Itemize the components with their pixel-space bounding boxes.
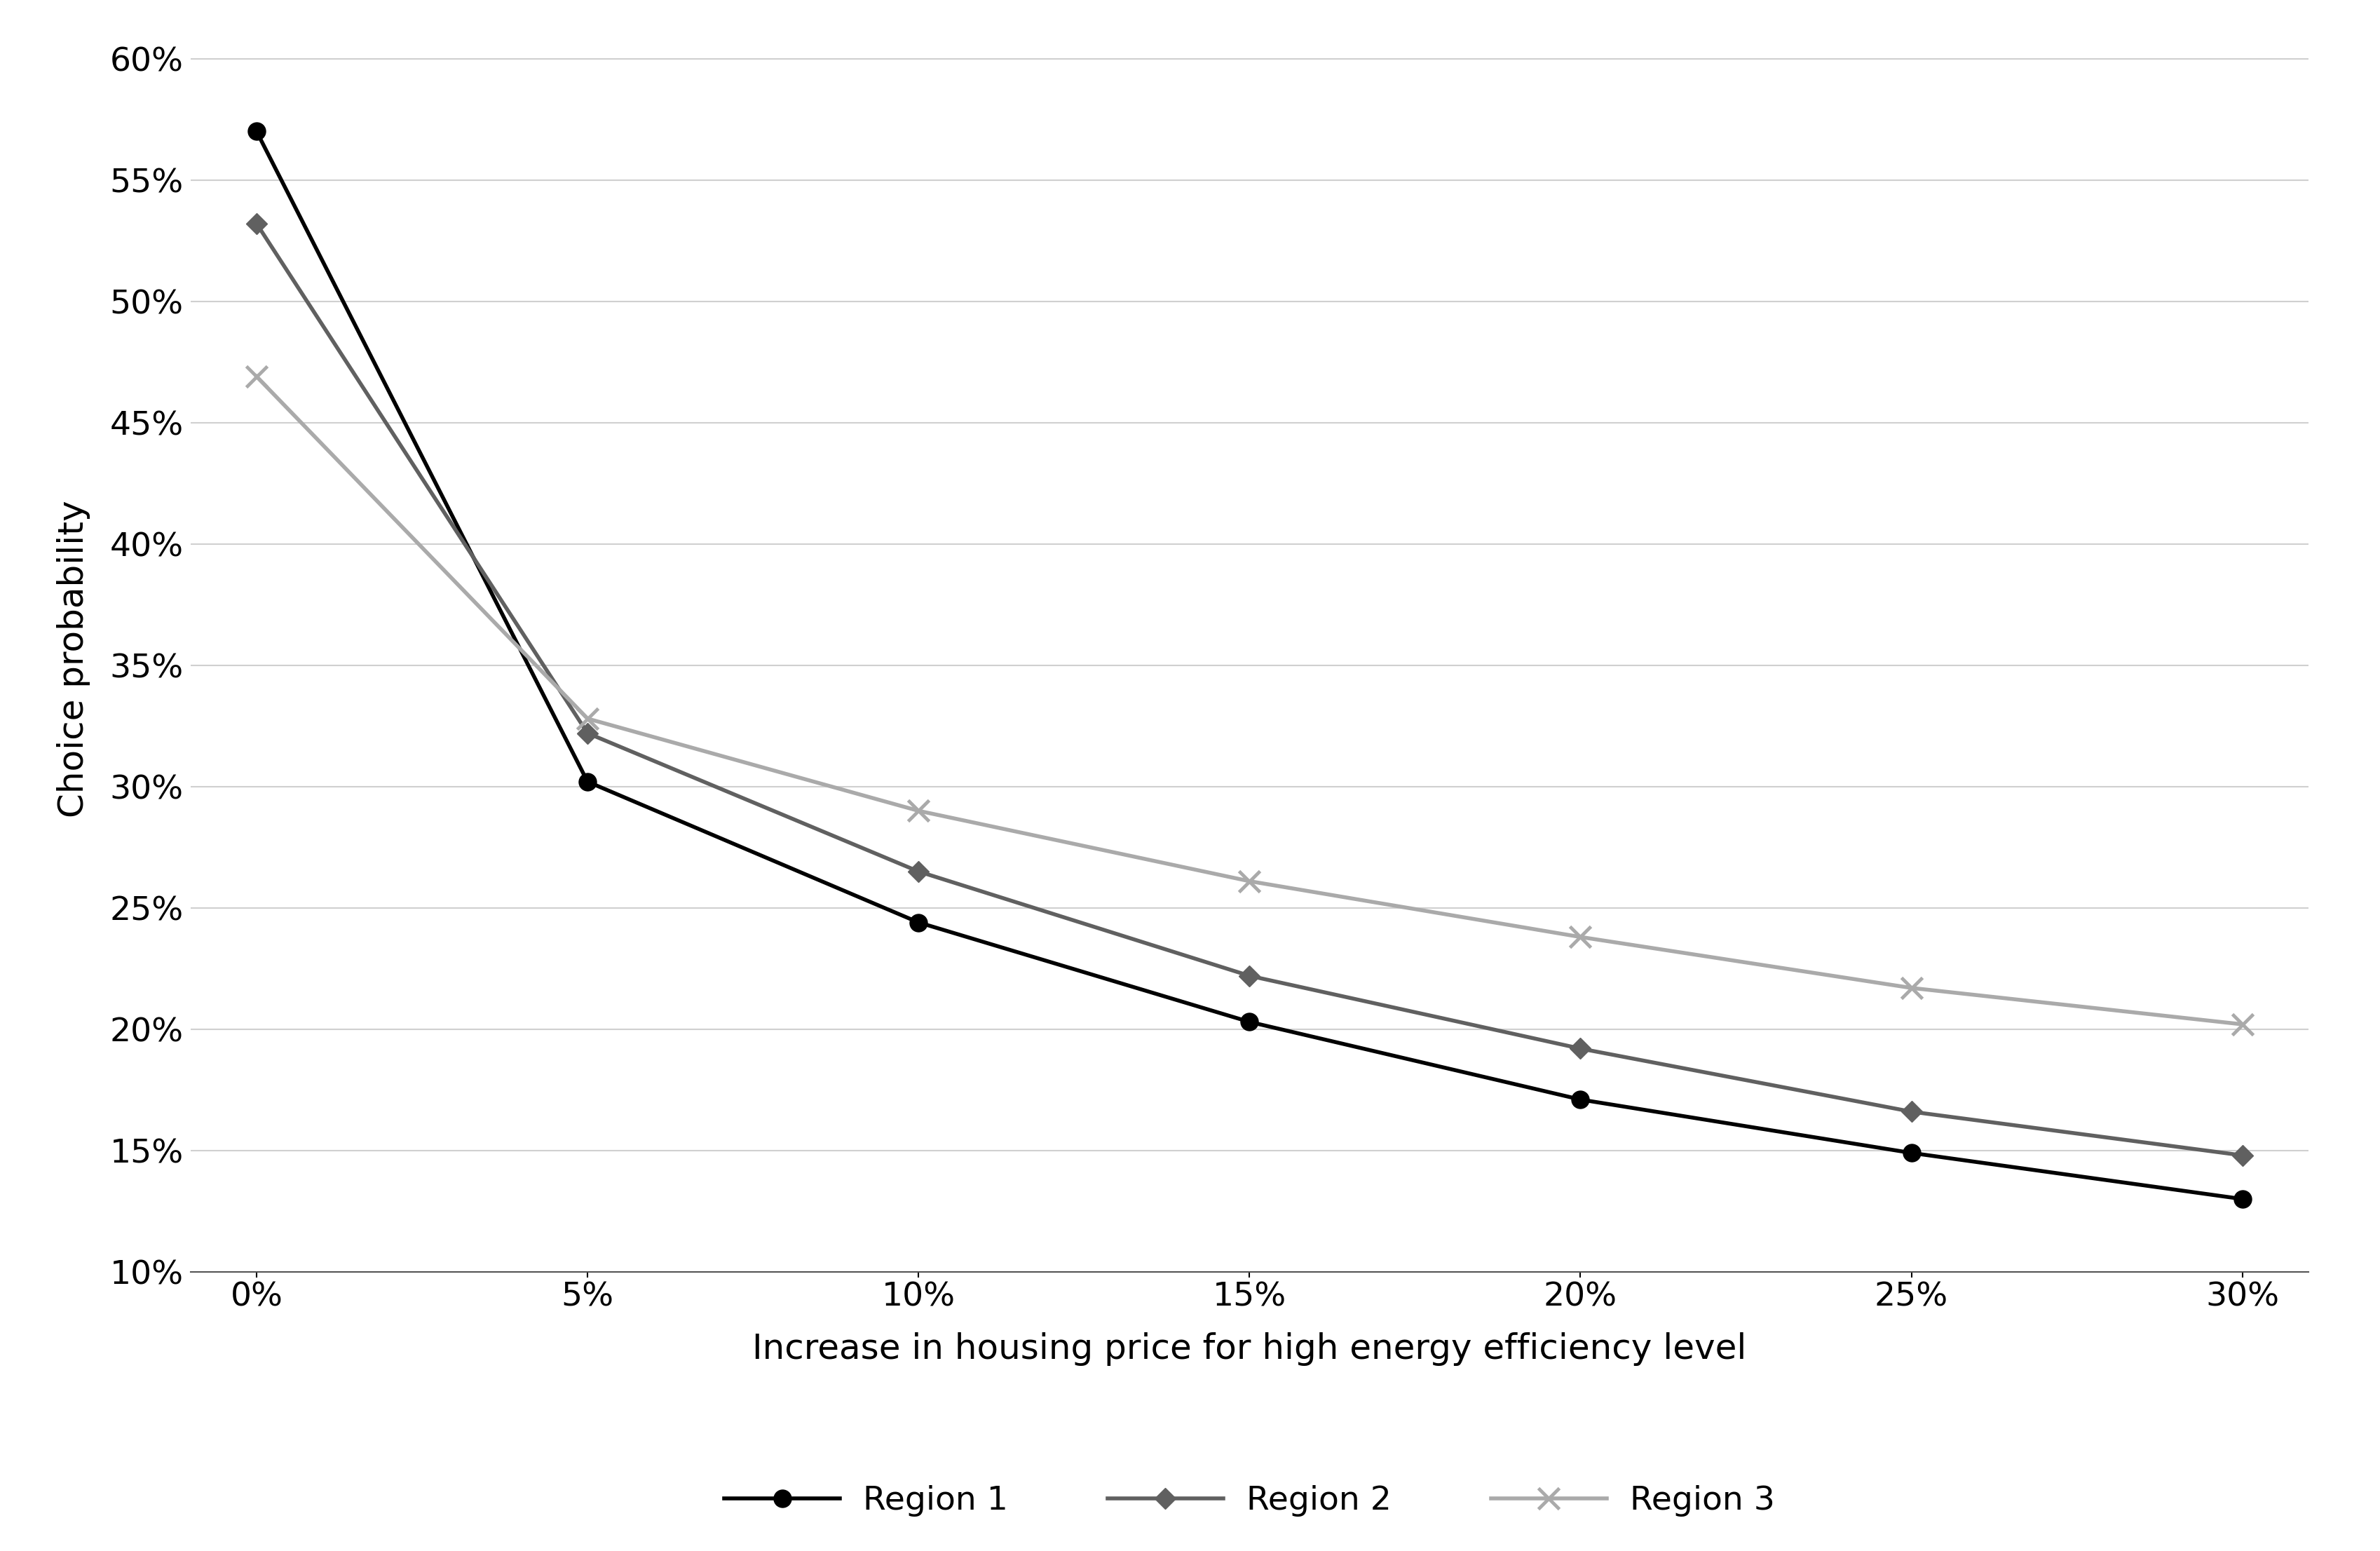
- Region 2: [1566, 1039, 1595, 1058]
- Region 3: [1566, 927, 1595, 946]
- Region 3: [574, 709, 602, 727]
- Region 3: [1235, 872, 1264, 890]
- Region 1: [574, 772, 602, 791]
- Region 1: [904, 914, 933, 932]
- Region 2: [1235, 966, 1264, 985]
- Region 1: [1235, 1013, 1264, 1031]
- Region 2: [1897, 1103, 1925, 1121]
- Region 2: [904, 862, 933, 881]
- Line: Region 1: Region 1: [248, 123, 2251, 1208]
- Region 3: [904, 802, 933, 820]
- Y-axis label: Choice probability: Choice probability: [57, 501, 90, 817]
- Region 1: [243, 123, 271, 141]
- X-axis label: Increase in housing price for high energy efficiency level: Increase in housing price for high energ…: [752, 1332, 1747, 1366]
- Legend: Region 1, Region 2, Region 3: Region 1, Region 2, Region 3: [712, 1472, 1787, 1531]
- Region 2: [574, 724, 602, 743]
- Region 3: [1897, 979, 1925, 997]
- Line: Region 3: Region 3: [245, 366, 2254, 1035]
- Region 1: [1566, 1090, 1595, 1109]
- Region 1: [2228, 1190, 2256, 1208]
- Region 2: [2228, 1146, 2256, 1165]
- Region 2: [243, 214, 271, 233]
- Region 1: [1897, 1143, 1925, 1162]
- Region 3: [243, 368, 271, 386]
- Region 3: [2228, 1014, 2256, 1033]
- Line: Region 2: Region 2: [250, 216, 2249, 1163]
